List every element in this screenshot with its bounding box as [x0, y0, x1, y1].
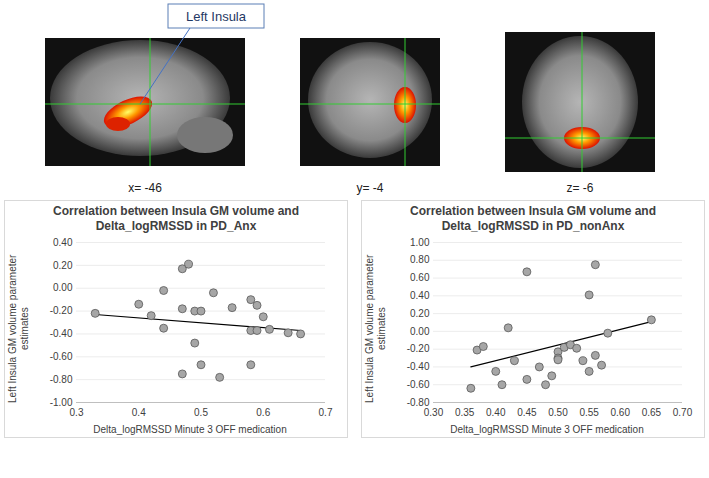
svg-text:0.65: 0.65: [642, 407, 662, 418]
svg-text:0.40: 0.40: [53, 237, 73, 248]
svg-text:0.30: 0.30: [424, 407, 444, 418]
svg-text:0.35: 0.35: [455, 407, 475, 418]
svg-text:0.3: 0.3: [70, 407, 84, 418]
html-text:Left Insula GM volume paramete: Left Insula GM volume parameter estimate…: [364, 254, 387, 404]
svg-text:0.45: 0.45: [517, 407, 537, 418]
svg-text:-0.80: -0.80: [407, 397, 430, 408]
svg-text:0.20: 0.20: [53, 260, 73, 271]
svg-text:-1.00: -1.00: [50, 397, 73, 408]
svg-text:0.60: 0.60: [611, 407, 631, 418]
html-text:Correlation between Insula GM: Correlation between Insula GM volume and…: [410, 204, 656, 233]
html-text:Delta_logRMSSD Minute 3 OFF me: Delta_logRMSSD Minute 3 OFF medication: [450, 424, 644, 435]
svg-text:0.20: 0.20: [410, 308, 430, 319]
svg-text:0.5: 0.5: [194, 407, 208, 418]
svg-text:0.00: 0.00: [410, 326, 430, 337]
svg-text:0.4: 0.4: [132, 407, 146, 418]
html-text:Correlation between Insula GM: Correlation between Insula GM volume and…: [53, 204, 299, 233]
svg-text:0.80: 0.80: [410, 254, 430, 265]
svg-text:-0.60: -0.60: [407, 379, 430, 390]
svg-text:-0.40: -0.40: [50, 328, 73, 339]
svg-text:1.00: 1.00: [410, 237, 430, 248]
svg-text:x= -46: x= -46: [128, 181, 162, 195]
svg-text:-0.60: -0.60: [50, 351, 73, 362]
svg-text:-0.80: -0.80: [50, 374, 73, 385]
svg-text:0.60: 0.60: [410, 272, 430, 283]
svg-text:Left Insula: Left Insula: [186, 9, 247, 24]
svg-text:0.55: 0.55: [579, 407, 599, 418]
svg-text:0.40: 0.40: [410, 290, 430, 301]
svg-text:-0.20: -0.20: [407, 343, 430, 354]
svg-text:0.6: 0.6: [256, 407, 270, 418]
svg-text:z= -6: z= -6: [566, 181, 593, 195]
svg-text:-0.20: -0.20: [50, 305, 73, 316]
html-text:Left Insula GM volume paramete: Left Insula GM volume parameter estimate…: [7, 254, 30, 404]
svg-text:0.00: 0.00: [53, 282, 73, 293]
svg-text:y= -4: y= -4: [356, 181, 383, 195]
svg-text:0.70: 0.70: [673, 407, 693, 418]
svg-text:-0.40: -0.40: [407, 361, 430, 372]
html-text:Delta_logRMSSD Minute 3 OFF me: Delta_logRMSSD Minute 3 OFF medication: [93, 424, 287, 435]
svg-text:0.7: 0.7: [319, 407, 333, 418]
svg-text:0.40: 0.40: [486, 407, 506, 418]
svg-text:0.50: 0.50: [548, 407, 568, 418]
